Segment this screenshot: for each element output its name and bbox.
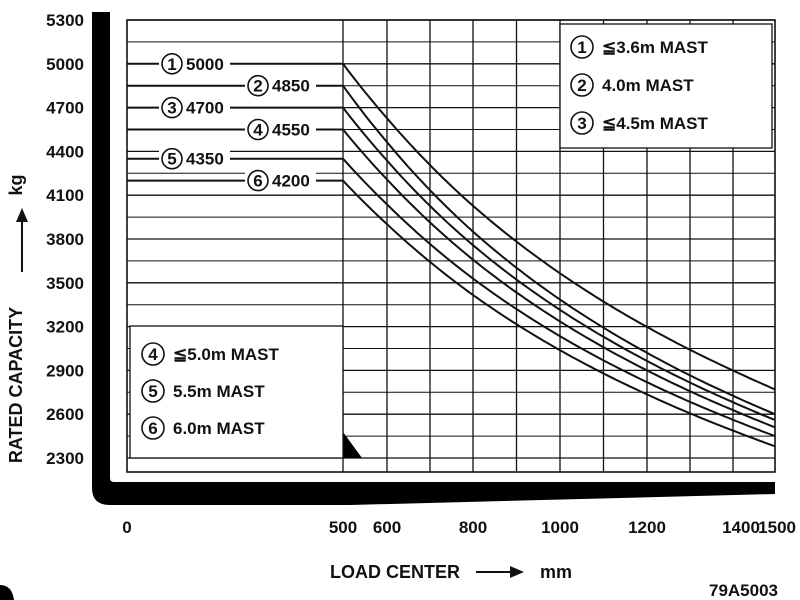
- capacity-curves: 1 5000 2 4850 3 4700 4 4550 5 4350 6 4200: [127, 52, 776, 448]
- curve-drop-6: [342, 179, 776, 448]
- curve-number: 6: [253, 172, 262, 191]
- legend-number-circle: [141, 416, 165, 440]
- curve-number: 2: [253, 77, 262, 96]
- curve-number: 1: [167, 55, 176, 74]
- legend-entry-4: 4 ≦5.0m MAST: [141, 342, 279, 366]
- curve-drop-5: [342, 158, 776, 438]
- y-tick-label: 2600: [46, 405, 84, 424]
- curve-drop-2: [342, 85, 776, 416]
- y-axis-title: RATED CAPACITY: [6, 307, 26, 463]
- legend-number-circle: [570, 73, 594, 97]
- curve-drop-3: [342, 106, 776, 421]
- y-tick-label: 5300: [46, 11, 84, 30]
- x-tick-label: 1200: [628, 518, 666, 537]
- legend-entry-5: 5 5.5m MAST: [141, 379, 265, 403]
- curve-number: 4: [253, 121, 263, 140]
- curve-rated-value: 4700: [186, 99, 224, 118]
- curve-number-circle: [161, 96, 183, 119]
- y-tick-label: 4400: [46, 142, 84, 161]
- legend-number-circle: [570, 35, 594, 59]
- y-tick-label: 4100: [46, 186, 84, 205]
- x-tick-label: 500: [329, 518, 357, 537]
- legend-number-circle: [141, 342, 165, 366]
- legend-label: ≦3.6m MAST: [602, 38, 708, 57]
- legend-box-top: [559, 23, 773, 149]
- y-tick-label: 3200: [46, 318, 84, 337]
- curve-number-circle: [247, 118, 269, 141]
- legend-label: ≦4.5m MAST: [602, 114, 708, 133]
- legend-number: 1: [577, 38, 586, 57]
- curve-number: 3: [167, 99, 176, 118]
- x-tick-label: 1500: [758, 518, 796, 537]
- y-tick-label: 2300: [46, 449, 84, 468]
- curve-number-circle: [161, 52, 183, 75]
- curve-number-circle: [247, 74, 269, 97]
- x-tick-label: 0: [122, 518, 131, 537]
- curve-rated-value: 4200: [272, 172, 310, 191]
- x-tick-label: 1400: [722, 518, 760, 537]
- legend-box-bottom: [129, 325, 344, 459]
- y-tick-label: 2900: [46, 361, 84, 380]
- legend-number: 2: [577, 76, 586, 95]
- curve-label-1: 1 5000: [159, 52, 230, 75]
- legend-label: 5.5m MAST: [173, 382, 265, 401]
- curve-number: 5: [167, 150, 176, 169]
- curve-rated-value: 5000: [186, 55, 224, 74]
- legend-label: 4.0m MAST: [602, 76, 694, 95]
- curve-rated-value: 4850: [272, 77, 310, 96]
- curve-drop-1: [342, 63, 776, 391]
- y-tick-label: 3500: [46, 274, 84, 293]
- legend-entry-3: 3 ≦4.5m MAST: [570, 111, 708, 135]
- curve-label-5: 5 4350: [159, 147, 230, 170]
- x-tick-label: 1000: [541, 518, 579, 537]
- curve-label-2: 2 4850: [245, 74, 316, 97]
- curve-rated-value: 4550: [272, 121, 310, 140]
- x-axis-arrow: [476, 566, 524, 578]
- legend-entry-2: 2 4.0m MAST: [570, 73, 694, 97]
- x-axis-label: LOAD CENTER: [330, 562, 460, 582]
- curve-label-6: 6 4200: [245, 169, 316, 192]
- curve-rated-value: 4350: [186, 150, 224, 169]
- legend-number: 5: [148, 382, 157, 401]
- y-axis-unit: kg: [6, 174, 26, 195]
- axis-ticks: 5300500047004400410038003500320029002600…: [46, 11, 796, 537]
- legend-label: ≦5.0m MAST: [173, 345, 279, 364]
- legend-label: 6.0m MAST: [173, 419, 265, 438]
- x-axis-unit: mm: [540, 562, 572, 582]
- curve-number-circle: [161, 147, 183, 170]
- corner-mark: [0, 585, 14, 600]
- curve-drop-4: [342, 128, 776, 429]
- x-tick-label: 800: [459, 518, 487, 537]
- y-tick-label: 5000: [46, 55, 84, 74]
- figure-reference: 79A5003: [709, 581, 778, 600]
- x-tick-label: 600: [373, 518, 401, 537]
- curve-label-4: 4 4550: [245, 118, 316, 141]
- legend-number: 6: [148, 419, 157, 438]
- y-axis-arrow: [16, 208, 28, 272]
- legend: 1 ≦3.6m MAST 2 4.0m MAST 3 ≦4.5m MAST 4 ≦5.0m M…: [129, 23, 773, 459]
- y-axis-label: RATED CAPACITY: [6, 307, 26, 463]
- legend-number: 3: [577, 114, 586, 133]
- y-tick-label: 4700: [46, 99, 84, 118]
- curve-number-circle: [247, 169, 269, 192]
- legend-entry-6: 6 6.0m MAST: [141, 416, 265, 440]
- y-tick-label: 3800: [46, 230, 84, 249]
- legend-number-circle: [141, 379, 165, 403]
- legend-number-circle: [570, 111, 594, 135]
- curve-label-3: 3 4700: [159, 96, 230, 119]
- legend-number: 4: [148, 345, 158, 364]
- legend-entry-1: 1 ≦3.6m MAST: [570, 35, 708, 59]
